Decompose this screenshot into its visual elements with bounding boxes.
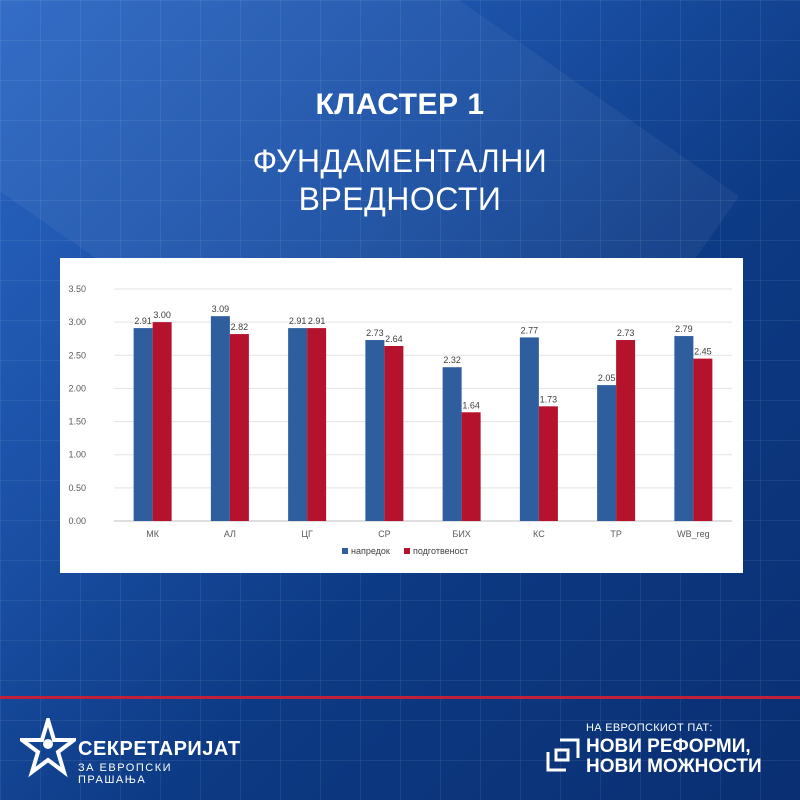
data-label: 2.77: [521, 325, 539, 335]
bar-napredok: [288, 328, 308, 521]
bar-napredok: [210, 316, 230, 521]
y-tick-label: 1.00: [68, 450, 86, 460]
x-tick-label: КС: [533, 529, 545, 539]
legend-label: подготвеност: [413, 546, 468, 556]
logo-subtitle: ЗА ЕВРОПСКИ ПРАШАЊА: [78, 762, 173, 786]
legend-swatch: [342, 548, 348, 554]
bar-podgotvenost: [461, 412, 481, 521]
data-label: 2.91: [289, 316, 307, 326]
page-subtitle: ФУНДАМЕНТАЛНИ ВРЕДНОСТИ: [0, 142, 800, 218]
data-label: 2.45: [694, 347, 712, 357]
page-title: КЛАСТЕР 1: [315, 88, 485, 121]
data-label: 2.91: [134, 316, 152, 326]
x-tick-label: WB_reg: [677, 529, 710, 539]
data-label: 3.00: [153, 310, 171, 320]
star-people-icon: [20, 718, 76, 778]
data-label: 2.82: [231, 322, 249, 332]
y-tick-label: 1.50: [68, 417, 86, 427]
subtitle-line-2: ВРЕДНОСТИ: [298, 181, 502, 217]
campaign-line-2: НОВИ МОЖНОСТИ: [586, 756, 762, 777]
x-tick-label: СР: [378, 529, 391, 539]
data-label: 2.73: [366, 328, 384, 338]
y-tick-label: 0.00: [68, 516, 86, 526]
x-tick-label: ТР: [610, 529, 622, 539]
data-label: 1.73: [540, 394, 558, 404]
bar-podgotvenost: [693, 358, 713, 521]
data-label: 3.09: [212, 304, 230, 314]
legend-swatch: [404, 548, 410, 554]
chart-card: 0.00 0.50 1.00 1.50 2.00 2.50 3.00 3.50 2.91 3.00…: [60, 258, 743, 573]
bar-podgotvenost: [538, 406, 558, 521]
data-label: 2.05: [598, 373, 616, 383]
bar-podgotvenost: [384, 346, 404, 521]
bar-napredok: [133, 328, 153, 521]
y-tick-label: 3.00: [68, 317, 86, 327]
legend-label: напредок: [351, 546, 390, 556]
data-label: 2.91: [308, 316, 326, 326]
divider-line: [0, 696, 800, 699]
y-tick-label: 2.00: [68, 383, 86, 393]
bar-podgotvenost: [616, 340, 636, 521]
bar-podgotvenost: [229, 334, 249, 521]
secretariat-logo: СЕКРЕТАРИЈАТ ЗА ЕВРОПСКИ ПРАШАЊА: [20, 718, 241, 786]
bar-napredok: [597, 385, 617, 521]
campaign-line-1: НОВИ РЕФОРМИ,: [586, 736, 751, 757]
bar-podgotvenost: [152, 322, 172, 521]
y-tick-label: 0.50: [68, 483, 86, 493]
logo-name: СЕКРЕТАРИЈАТ: [78, 738, 241, 760]
data-label: 2.64: [385, 334, 403, 344]
campaign-subtitle: НА ЕВРОПСКИОТ ПАТ:: [586, 722, 713, 734]
bar-podgotvenost: [307, 328, 327, 521]
data-label: 2.79: [675, 324, 693, 334]
bar-napredok: [442, 367, 462, 521]
brackets-icon: [546, 738, 580, 772]
data-label: 1.64: [462, 400, 480, 410]
campaign-logo: НА ЕВРОПСКИОТ ПАТ: НОВИ РЕФОРМИ, НОВИ МО…: [546, 722, 786, 782]
data-label: 2.32: [443, 355, 461, 365]
x-tick-label: АЛ: [224, 529, 236, 539]
x-tick-label: БИХ: [452, 529, 470, 539]
x-tick-label: МК: [146, 529, 159, 539]
y-tick-label: 2.50: [68, 350, 86, 360]
y-tick-label: 3.50: [68, 284, 86, 294]
bar-napredok: [674, 336, 694, 521]
data-label: 2.73: [617, 328, 635, 338]
bar-napredok: [365, 340, 385, 521]
subtitle-line-1: ФУНДАМЕНТАЛНИ: [252, 143, 548, 179]
bar-napredok: [519, 337, 539, 521]
x-tick-label: ЦГ: [301, 529, 313, 539]
bar-chart: 0.000.501.001.502.002.503.003.502.913.00…: [68, 284, 732, 556]
